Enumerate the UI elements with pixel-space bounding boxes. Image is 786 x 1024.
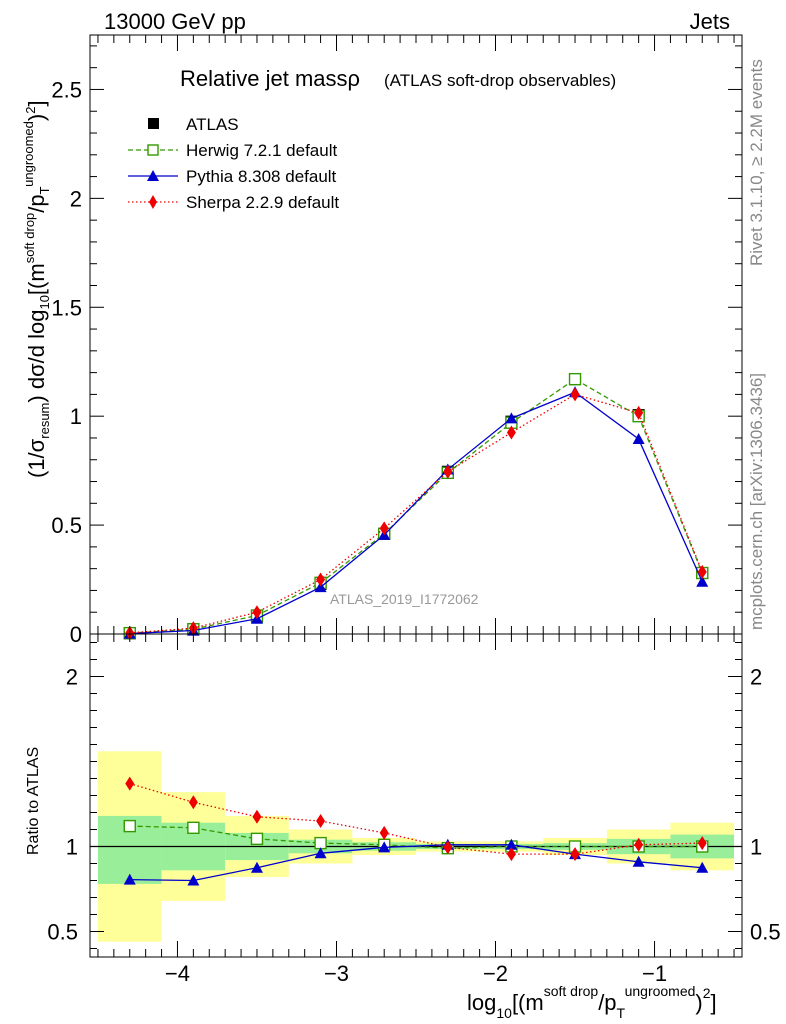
- ratio-point-sherpa-0: [125, 776, 135, 791]
- main-point-pythia-9: [696, 575, 709, 587]
- chart-subtitle: (ATLAS soft-drop observables): [384, 71, 616, 90]
- ratio-ticks: 0.5 0.5 1 1 2 2 −4 −3 −2 −1: [47, 634, 781, 986]
- x-axis-label: log10[(msoft drop/pTungroomed)2]: [467, 983, 717, 1021]
- ratio-y-tick-label: 2: [66, 665, 78, 690]
- main-point-sherpa-8: [634, 405, 644, 420]
- ratio-point-sherpa-9: [697, 836, 707, 851]
- x-tick-label: −4: [165, 961, 190, 986]
- ratio-point-pythia-2: [250, 861, 263, 873]
- source-label: mcplots.cern.ch [arXiv:1306.3436]: [747, 373, 766, 630]
- main-line-pythia: [129, 391, 703, 635]
- legend-item-sherpa: Sherpa 2.2.9 default: [128, 193, 339, 212]
- ratio-point-pythia-3: [314, 847, 327, 859]
- ratio-point-sherpa-1: [188, 795, 198, 810]
- ratio-point-sherpa-8: [634, 837, 644, 852]
- main-point-sherpa-5: [443, 464, 453, 479]
- ratio-point-pythia-9: [696, 861, 709, 873]
- analysis-label: ATLAS_2019_I1772062: [330, 591, 479, 607]
- ratio-point-pythia-4: [378, 841, 391, 853]
- ratio-point-herwig-1: [187, 821, 200, 834]
- ratio-point-herwig-2: [250, 832, 264, 846]
- legend-item-atlas: ATLAS: [148, 115, 239, 134]
- main-y-axis-label: (1/σresum) dσ/d log10[(msoft drop/pTungr…: [21, 100, 52, 478]
- legend-marker-herwig: [147, 144, 159, 156]
- main-data-layer: [123, 372, 709, 640]
- main-panel: 0 0.5 1 1.5 2 2.5 Relative jet massρ (ATLAS s…: [21, 34, 743, 647]
- main-point-sherpa-6: [506, 425, 516, 440]
- main-point-pythia-8: [632, 433, 645, 445]
- main-point-sherpa-4: [379, 521, 389, 536]
- main-y-tick-label: 1: [70, 404, 82, 429]
- ratio-point-herwig-0: [123, 819, 136, 833]
- legend-marker-pythia: [147, 170, 159, 181]
- legend-label-sherpa: Sherpa 2.2.9 default: [186, 193, 339, 212]
- main-ticks: 0 0.5 1 1.5 2 2.5: [51, 35, 742, 647]
- main-y-tick-label: 0: [70, 622, 82, 647]
- legend-label-pythia: Pythia 8.308 default: [186, 167, 337, 186]
- ratio-y-tick-label-right: 0.5: [750, 920, 781, 945]
- ratio-point-pythia-1: [187, 874, 200, 886]
- ratio-point-pythia-6: [505, 838, 518, 850]
- ratio-point-herwig-3: [314, 836, 327, 850]
- x-tick-label: −3: [324, 961, 349, 986]
- main-y-tick-label: 2.5: [51, 77, 82, 102]
- ratio-y-tick-label-right: 1: [750, 835, 762, 860]
- main-line-sherpa: [129, 393, 703, 634]
- ratio-y-axis-label: Ratio to ATLAS: [25, 747, 42, 855]
- ratio-point-pythia-0: [123, 873, 136, 885]
- main-point-sherpa-3: [316, 572, 326, 587]
- legend-item-pythia: Pythia 8.308 default: [128, 167, 337, 186]
- legend-marker-sherpa: [149, 195, 157, 209]
- energy-label: 13000 GeV pp: [104, 9, 246, 34]
- legend-item-herwig: Herwig 7.2.1 default: [128, 141, 337, 160]
- x-tick-label: −1: [642, 961, 667, 986]
- main-point-herwig-7: [568, 372, 582, 386]
- main-line-herwig: [129, 378, 703, 634]
- main-point-pythia-3: [314, 581, 327, 593]
- legend-label-herwig: Herwig 7.2.1 default: [186, 141, 337, 160]
- main-y-tick-label: 2: [70, 186, 82, 211]
- legend-label-atlas: ATLAS: [186, 115, 239, 134]
- ratio-point-sherpa-2: [252, 809, 262, 824]
- ratio-point-sherpa-3: [316, 814, 326, 828]
- ratio-point-sherpa-5: [443, 840, 453, 855]
- category-label: Jets: [690, 9, 730, 34]
- rivet-version-label: Rivet 3.1.10, ≥ 2.2M events: [747, 59, 766, 266]
- x-tick-label: −2: [483, 961, 508, 986]
- ratio-point-sherpa-6: [506, 847, 516, 862]
- main-y-tick-label: 0.5: [51, 513, 82, 538]
- main-point-pythia-6: [505, 412, 518, 424]
- ratio-y-tick-label: 1: [66, 835, 78, 860]
- ratio-line-pythia: [129, 844, 703, 882]
- main-point-sherpa-2: [252, 605, 262, 620]
- main-point-sherpa-9: [697, 564, 707, 579]
- legend-marker-atlas: [148, 118, 159, 129]
- ratio-line-sherpa: [129, 782, 703, 855]
- ratio-y-tick-label-right: 2: [750, 665, 762, 690]
- chart-title: Relative jet massρ: [180, 66, 360, 91]
- ratio-point-sherpa-4: [379, 825, 389, 840]
- ratio-panel: 0.5 0.5 1 1 2 2 −4 −3 −2 −1 Ratio to ATLAS log10[…: [25, 633, 781, 1021]
- main-point-sherpa-7: [570, 387, 580, 402]
- ratio-data-layer: [123, 776, 709, 886]
- main-y-tick-label: 1.5: [51, 295, 82, 320]
- ratio-point-pythia-8: [632, 855, 645, 867]
- legend: ATLAS Herwig 7.2.1 default Pythia 8.308 …: [128, 115, 339, 212]
- ratio-y-tick-label: 0.5: [47, 920, 78, 945]
- ratio-point-sherpa-7: [570, 847, 580, 862]
